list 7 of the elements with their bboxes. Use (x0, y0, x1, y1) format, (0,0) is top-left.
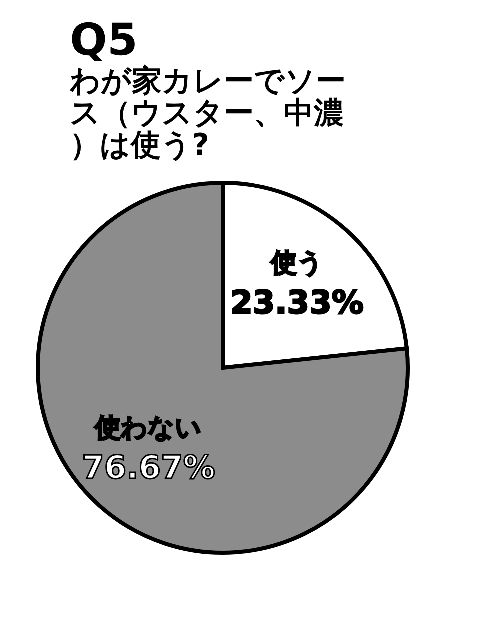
slice-label: 使わない (94, 413, 202, 444)
slice-label: 使う (270, 248, 324, 279)
data-label: 23.33% (230, 284, 364, 322)
pie-slice (36, 181, 410, 555)
chart-subtitle: わが家カレーでソース（ウスター、中濃）は使う? (70, 64, 346, 163)
data-label: 76.67% (82, 448, 216, 486)
chart-title: Q5 (70, 15, 138, 66)
